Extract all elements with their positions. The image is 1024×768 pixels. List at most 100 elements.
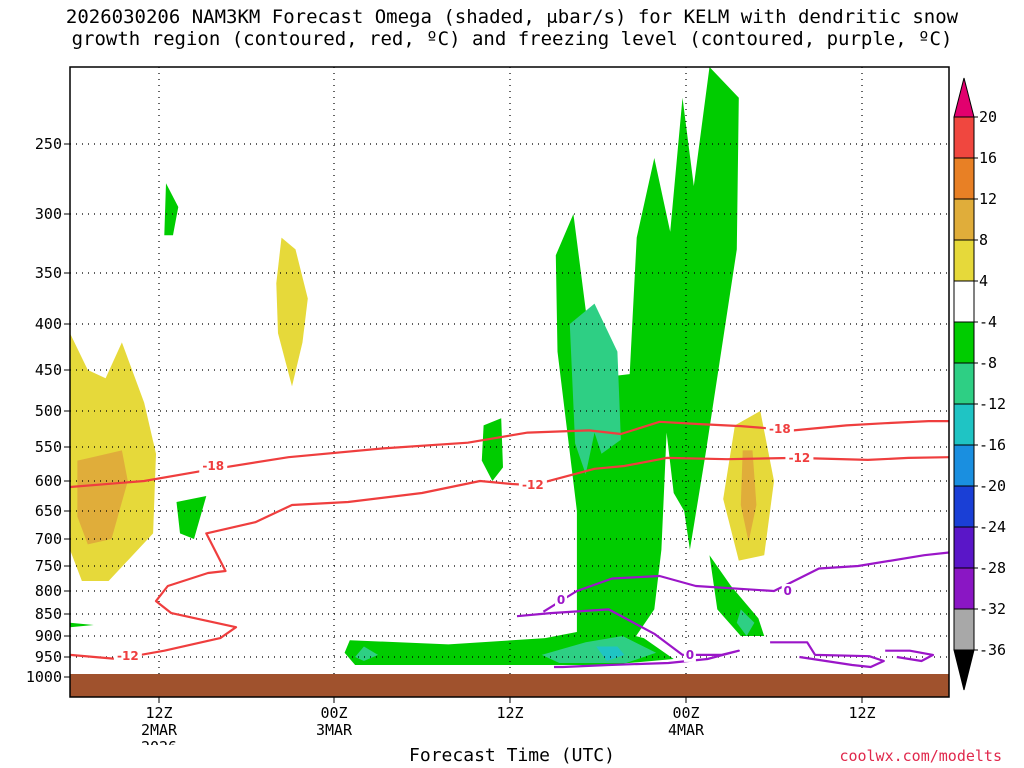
x-tick-label: 12Z	[496, 704, 523, 722]
chart-svg: -18 -18 -12 -12 -12 0 0 0 250 300 350 400 450 500 550…	[26, 66, 1006, 745]
omega-shading	[70, 67, 774, 665]
y-tick-label-800: 800	[35, 582, 62, 600]
chart-title-line-2: growth region (contoured, red, ºC) and f…	[71, 28, 953, 50]
freezing-contour-2	[770, 641, 885, 669]
colorbar: 20 16 12 8 4 -4 -8 -12 -16 -20 -24 -28 -32 -36	[953, 77, 1006, 691]
colorbar-label: 12	[979, 190, 997, 208]
y-tick-label-600: 600	[35, 472, 62, 490]
y-tick-label-900: 900	[35, 627, 62, 645]
omega-region--4	[70, 622, 94, 628]
omega-region--4	[481, 418, 503, 481]
y-tick-label-750: 750	[35, 557, 62, 575]
contour-label-bg	[199, 459, 228, 474]
colorbar-label: -4	[979, 313, 997, 331]
colorbar-swatch	[953, 485, 975, 528]
credit-link[interactable]: coolwx.com/modelts	[839, 747, 1002, 765]
x-axis: 12Z2MAR202600Z3MAR12Z00Z4MAR12Z	[141, 697, 876, 745]
y-tick-label-250: 250	[35, 135, 62, 153]
contour-label: -18	[769, 422, 791, 436]
contour-label: -18	[202, 459, 224, 473]
contour-label: 0	[784, 584, 792, 598]
y-tick-label-550: 550	[35, 438, 62, 456]
dgz-contour-0	[69, 420, 949, 489]
omega-region--8	[355, 646, 378, 661]
contour-label: -12	[789, 451, 811, 465]
x-tick-label: 3MAR	[316, 721, 353, 739]
colorbar-swatch	[953, 239, 975, 282]
colorbar-label: -28	[979, 559, 1006, 577]
x-tick-label: 12Z	[145, 704, 172, 722]
colorbar-swatch	[953, 198, 975, 241]
colorbar-swatch	[953, 280, 975, 323]
x-tick-label: 00Z	[320, 704, 347, 722]
y-tick-label-500: 500	[35, 402, 62, 420]
colorbar-swatch	[953, 362, 975, 405]
contour-label: 0	[686, 648, 694, 662]
contour-label: -12	[522, 478, 544, 492]
colorbar-label: 20	[979, 108, 997, 126]
colorbar-bottom-arrow	[953, 649, 975, 691]
freezing-contour-0	[542, 551, 950, 613]
chart-title: 2026030206 NAM3KM Forecast Omega (shaded…	[0, 6, 1024, 50]
colorbar-label: 16	[979, 149, 997, 167]
y-tick-label-400: 400	[35, 315, 62, 333]
colorbar-label: -32	[979, 600, 1006, 618]
chart-title-line-1: 2026030206 NAM3KM Forecast Omega (shaded…	[65, 6, 959, 28]
colorbar-swatch	[953, 403, 975, 446]
x-tick-label: 4MAR	[668, 721, 705, 739]
colorbar-label: -12	[979, 395, 1006, 413]
y-tick-label-700: 700	[35, 530, 62, 548]
contour-label-bg	[781, 584, 794, 598]
y-tick-label-450: 450	[35, 361, 62, 379]
grid	[70, 67, 949, 674]
colorbar-swatch	[953, 444, 975, 487]
colorbar-swatch	[953, 321, 975, 364]
omega-region-8	[740, 450, 757, 542]
x-tick-label: 2MAR	[141, 721, 178, 739]
y-tick-label-950: 950	[35, 648, 62, 666]
contour-label-bg	[765, 422, 794, 436]
y-tick-label-300: 300	[35, 205, 62, 223]
colorbar-label: -16	[979, 436, 1006, 454]
omega-region--4	[176, 496, 207, 539]
colorbar-label: 8	[979, 231, 988, 249]
colorbar-swatch	[953, 608, 975, 651]
colorbar-swatch	[953, 157, 975, 200]
colorbar-label: -20	[979, 477, 1006, 495]
omega-region--4	[555, 67, 739, 647]
contour-label: -12	[117, 649, 139, 663]
omega-region--4	[709, 555, 765, 636]
omega-region-8	[77, 450, 128, 545]
contour-label: 0	[557, 593, 565, 607]
y-tick-label-350: 350	[35, 264, 62, 282]
ground-surface	[70, 674, 949, 697]
contour-label-bg	[683, 647, 696, 662]
omega-region-4	[276, 237, 308, 387]
x-tick-label: 00Z	[672, 704, 699, 722]
colorbar-swatch	[953, 567, 975, 610]
x-tick-label: 2026	[141, 738, 177, 745]
omega-region--12	[596, 646, 625, 661]
contours: -18 -18 -12 -12 -12 0 0 0	[69, 420, 950, 669]
y-tick-label-850: 850	[35, 605, 62, 623]
y-tick-label-650: 650	[35, 502, 62, 520]
dgz-contour-1	[69, 456, 950, 661]
contour-label-bg	[555, 593, 568, 608]
contour-label-bg	[113, 649, 142, 664]
colorbar-label: -8	[979, 354, 997, 372]
colorbar-label: 4	[979, 272, 988, 290]
omega-region--8	[736, 609, 755, 636]
colorbar-swatch	[953, 116, 975, 159]
x-tick-label: 12Z	[848, 704, 875, 722]
y-axis: 250 300 350 400 450 500 550 600 650 700 750 800 850 9…	[26, 135, 70, 686]
x-axis-title: Forecast Time (UTC)	[409, 745, 615, 766]
freezing-contour-1	[516, 608, 740, 669]
contour-label-bg	[785, 450, 814, 465]
freezing-contour-3	[885, 649, 935, 663]
colorbar-label: -36	[979, 641, 1006, 659]
contour-label-bg	[518, 478, 547, 493]
omega-region--4	[164, 183, 179, 236]
plot-frame	[69, 66, 950, 698]
colorbar-label: -24	[979, 518, 1006, 536]
y-tick-label-1000: 1000	[26, 668, 62, 686]
